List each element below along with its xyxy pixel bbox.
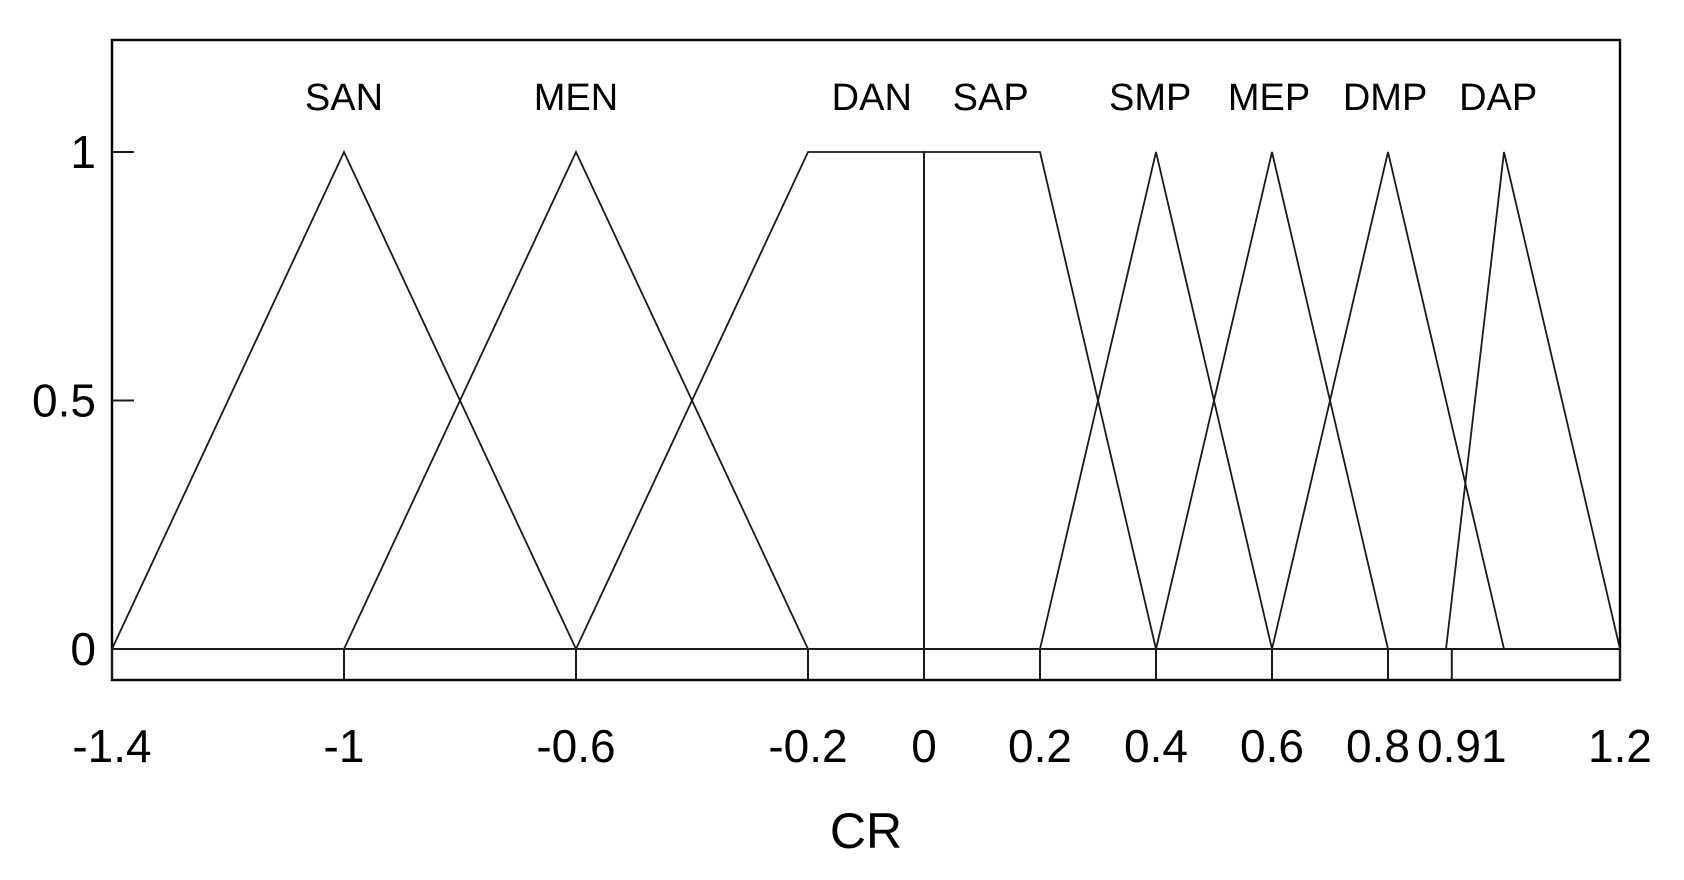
x-tick-label: 0.91 [1417, 720, 1507, 772]
x-tick-label: 0 [911, 720, 937, 772]
y-tick-label: 0.5 [32, 375, 96, 427]
mf-sap-line [923, 151, 1157, 650]
mf-label-sap: SAP [953, 77, 1029, 119]
mf-men-line [343, 149, 809, 650]
x-tick-label: 0.2 [1008, 720, 1072, 772]
x-axis-ticks: -1.4 -1 -0.6 -0.2 0 0.2 0.4 0.6 0.8 0.91 1.2 [72, 649, 1652, 772]
plot-frame [110, 38, 1622, 682]
mf-dan-line [575, 151, 925, 650]
mf-label-san: SAN [305, 77, 383, 119]
x-tick-label: -1.4 [72, 720, 151, 772]
mf-dap-line [1445, 151, 1621, 650]
x-axis-label: CR [830, 803, 902, 859]
membership-function-labels: SAN MEN DAN SAP SMP MEP DMP DAP [305, 77, 1537, 119]
membership-function-lines [111, 149, 1621, 650]
y-tick-label: 0 [70, 623, 96, 675]
mf-label-mep: MEP [1228, 77, 1310, 119]
mf-label-men: MEN [534, 77, 618, 119]
mf-smp-line [1039, 151, 1273, 650]
y-axis-ticks: 00.51 [32, 126, 134, 675]
x-tick-label: -0.6 [536, 720, 615, 772]
x-tick-label: -1 [324, 720, 365, 772]
x-tick-label: 0.6 [1240, 720, 1304, 772]
mf-label-dan: DAN [832, 77, 912, 119]
x-tick-label: 1.2 [1588, 720, 1652, 772]
x-tick-label: 0.4 [1124, 720, 1188, 772]
x-tick-label: 0.8 [1346, 720, 1410, 772]
y-tick-label: 1 [70, 126, 96, 178]
mf-label-dap: DAP [1459, 77, 1537, 119]
mf-mep-line [1155, 151, 1389, 650]
mf-dmp-line [1271, 151, 1505, 650]
x-tick-label: -0.2 [768, 720, 847, 772]
mf-san-line [111, 149, 577, 650]
mf-label-dmp: DMP [1343, 77, 1427, 119]
mf-label-smp: SMP [1109, 77, 1191, 119]
